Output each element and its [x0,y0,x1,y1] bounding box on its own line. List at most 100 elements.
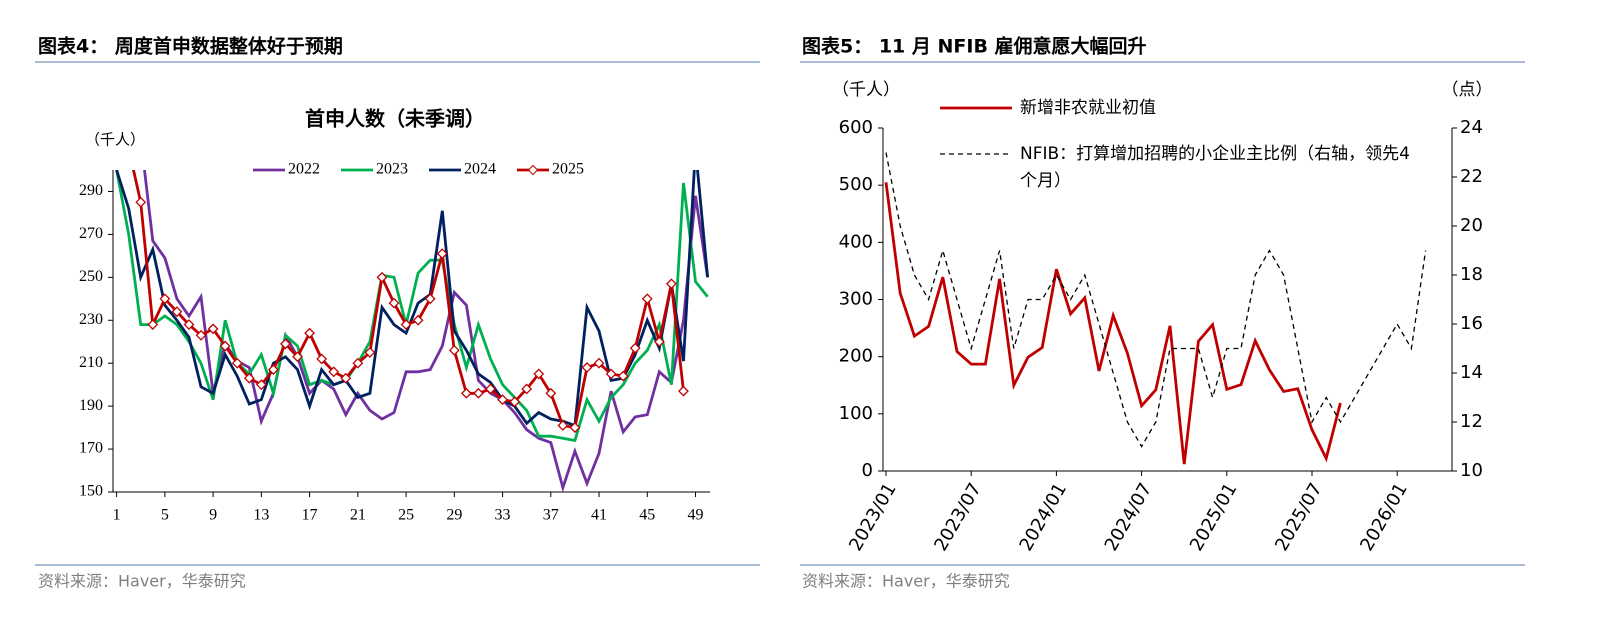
legend-marker [527,164,539,176]
y-tick-label: 0 [862,460,873,481]
point-marker [280,338,291,350]
point-marker [304,327,316,339]
point-marker [497,394,508,406]
x-tick-label: 2023/07 [930,479,986,554]
point-marker [267,364,279,376]
y-tick-label: 300 [839,289,873,310]
y-tick-label: 170 [79,440,103,457]
point-marker [328,366,340,378]
x-tick-label: 49 [688,507,704,524]
point-marker [231,357,243,369]
point-marker [195,329,207,341]
x-tick-label: 41 [591,507,607,524]
point-marker [557,420,569,431]
point-marker [533,368,545,380]
x-tick-label: 1 [113,507,121,524]
point-marker [473,387,484,399]
legend-label: NFIB：打算增加招聘的小企业主比例（右轴，领先4个月） [1020,144,1410,191]
point-marker [292,351,303,363]
point-marker [436,248,448,260]
y-tick-label: 190 [79,397,103,414]
y2-tick-label: 10 [1460,460,1483,481]
y-tick-label: 230 [79,311,103,328]
point-marker [581,362,593,373]
x-tick-label: 29 [446,507,462,524]
y-tick-label: 100 [839,403,873,424]
point-marker [316,353,328,365]
point-marker [388,297,400,309]
point-marker [147,319,159,330]
point-marker [605,368,617,380]
y2-tick-label: 12 [1460,411,1483,432]
point-marker [352,357,364,369]
point-marker [364,347,376,358]
y2-tick-label: 14 [1460,362,1483,383]
point-marker [545,387,557,399]
x-tick-label: 2025/07 [1271,480,1327,555]
x-tick-label: 25 [398,507,414,524]
point-marker [424,293,436,305]
plot-area [115,170,709,492]
point-marker [460,387,472,399]
y-tick-label: 500 [839,174,873,195]
y-axis-unit: （千人） [832,80,900,100]
series-line [115,170,709,428]
point-marker [243,372,255,384]
point-marker [376,271,388,283]
y2-tick-label: 18 [1460,264,1483,285]
y-tick-label: 400 [839,231,873,252]
y-axis-unit: （千人） [85,131,145,149]
y-tick-label: 150 [79,483,103,500]
x-tick-label: 37 [543,507,559,524]
point-marker [219,340,231,352]
x-tick-label: 2025/01 [1186,480,1242,555]
y-tick-label: 600 [839,117,873,138]
point-marker [521,383,533,395]
point-marker [485,383,496,395]
legend-label: 2022 [288,161,320,178]
point-marker [207,323,219,335]
plot-area [884,152,1427,465]
point-marker [412,314,424,326]
point-marker [255,379,267,391]
y-tick-label: 250 [79,268,103,285]
x-tick-label: 21 [350,507,366,524]
point-marker [183,319,195,330]
point-marker [159,293,171,305]
point-marker [340,372,352,384]
y2-axis-unit: （点） [1442,80,1493,100]
series-line [115,170,709,443]
legend-label: 2025 [552,161,584,178]
point-marker [629,342,641,354]
point-marker [678,385,689,397]
figure-title: 图表5： 11 月 NFIB 雇佣意愿大幅回升 [802,35,1147,58]
figure-title: 图表4： 周度首申数据整体好于预期 [38,35,343,58]
point-marker [135,196,147,208]
y2-tick-label: 22 [1460,166,1483,187]
x-tick-label: 33 [495,507,511,524]
x-tick-label: 17 [302,507,318,524]
legend-label: 2024 [464,161,496,178]
point-marker [448,344,460,356]
point-marker [617,370,629,382]
x-tick-label: 2023/01 [845,480,901,555]
x-tick-label: 2026/01 [1356,480,1412,555]
y-tick-label: 210 [79,354,103,371]
source: 资料来源：Haver，华泰研究 [802,572,1010,591]
y-tick-label: 290 [79,182,103,199]
x-tick-label: 5 [161,507,169,524]
x-tick-label: 9 [209,507,217,524]
x-tick-label: 13 [253,507,269,524]
x-tick-label: 2024/07 [1101,480,1157,555]
y2-tick-label: 24 [1460,117,1483,138]
point-marker [400,319,412,330]
x-tick-label: 45 [639,507,655,524]
series-line [885,152,1427,448]
y2-tick-label: 16 [1460,313,1483,334]
point-marker [665,278,677,290]
point-marker [509,396,521,408]
y2-tick-label: 20 [1460,215,1483,236]
series-line [143,170,709,492]
